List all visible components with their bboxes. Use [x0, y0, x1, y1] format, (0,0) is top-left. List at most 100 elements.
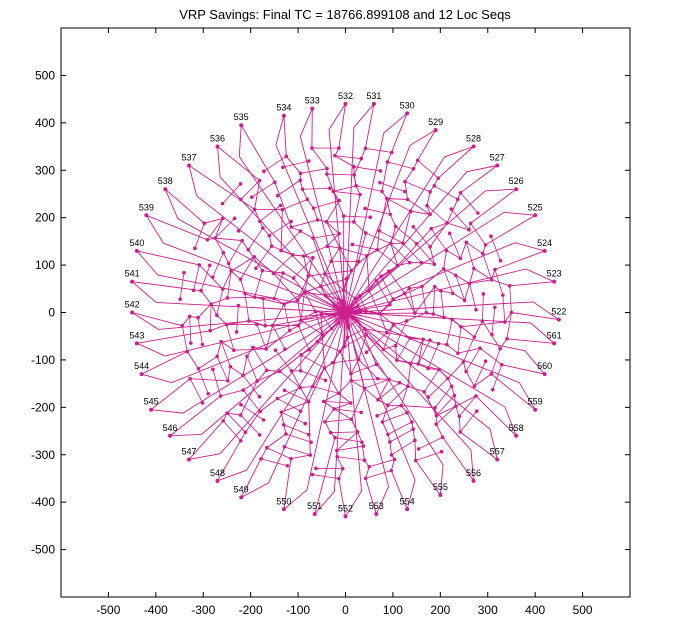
route-line [328, 103, 357, 313]
location-point [490, 332, 494, 337]
location-point [386, 269, 391, 274]
route-segment [263, 156, 287, 172]
location-point [298, 178, 303, 183]
depot-point [342, 309, 349, 316]
route-segment [260, 458, 288, 467]
location-point [245, 354, 249, 359]
location-point [254, 322, 259, 327]
route-segment [430, 228, 447, 251]
location-point [493, 305, 497, 310]
location-point [408, 336, 412, 340]
x-tick-label: 400 [525, 603, 545, 617]
route-segment [366, 332, 388, 353]
location-point [449, 207, 454, 211]
route-line [343, 102, 375, 313]
location-point [388, 302, 392, 307]
location-point [356, 259, 361, 264]
location-point [191, 288, 196, 293]
route-line [345, 312, 517, 437]
location-point [343, 101, 348, 106]
route-segment [377, 382, 400, 401]
route-segment [325, 289, 344, 296]
point-label: 543 [129, 330, 144, 340]
route-segment [333, 190, 361, 195]
route-segment [434, 385, 452, 409]
location-point [305, 197, 310, 202]
route-segment [240, 180, 260, 200]
route-line [345, 312, 475, 483]
route-segment [285, 433, 312, 443]
location-point [472, 384, 477, 388]
location-point [388, 440, 392, 444]
location-point [410, 420, 414, 424]
location-point [421, 337, 426, 342]
location-point [239, 123, 244, 128]
location-point [221, 287, 225, 291]
route-segment [446, 319, 453, 345]
route-segment [410, 339, 424, 364]
route-segment [254, 270, 263, 298]
route-segment [324, 418, 352, 423]
route-segment [344, 334, 367, 347]
point-label: 541 [125, 269, 140, 279]
chart-title: VRP Savings: Final TC = 18766.899108 and… [179, 7, 511, 22]
point-label: 549 [234, 484, 249, 494]
location-point [457, 414, 462, 419]
location-point [436, 176, 440, 181]
route-segment [277, 179, 301, 196]
location-point [467, 228, 471, 232]
location-point [215, 354, 219, 359]
location-point [483, 243, 488, 247]
location-point [411, 225, 416, 229]
route-segment [465, 347, 481, 372]
location-point [468, 221, 473, 226]
location-point [542, 248, 547, 253]
location-point [386, 403, 390, 407]
location-point [283, 347, 287, 352]
location-point [207, 263, 212, 268]
location-point [481, 292, 486, 296]
location-point [271, 271, 276, 276]
location-point [483, 359, 488, 363]
location-point [349, 417, 354, 422]
location-point [270, 323, 275, 328]
point-label: 545 [144, 397, 159, 407]
location-point [472, 266, 476, 271]
point-label: 525 [528, 202, 543, 212]
location-point [426, 366, 430, 371]
location-point [401, 241, 405, 245]
location-point [323, 293, 327, 297]
location-point [375, 376, 380, 381]
route-line [135, 312, 346, 357]
location-point [325, 166, 329, 171]
y-tick-label: -100 [31, 353, 55, 367]
location-point [241, 388, 246, 392]
route-segment [212, 369, 222, 397]
location-point [414, 241, 419, 246]
location-point [405, 507, 410, 512]
route-segment [242, 375, 260, 397]
location-point [500, 362, 504, 367]
location-point [239, 402, 243, 407]
location-point [287, 328, 292, 333]
route-segment [426, 205, 448, 224]
route-segment [255, 245, 273, 269]
location-point [385, 196, 389, 201]
location-point [436, 341, 441, 346]
location-point [390, 150, 394, 155]
point-label: 558 [509, 423, 524, 433]
route-segment [273, 272, 284, 299]
route-segment [312, 474, 339, 480]
x-tick-label: -100 [286, 603, 310, 617]
location-point [215, 313, 219, 318]
route-segment [502, 295, 506, 323]
point-label: 555 [433, 482, 448, 492]
point-label: 540 [129, 238, 144, 248]
location-point [252, 254, 257, 259]
location-point [393, 224, 398, 229]
location-point [432, 284, 437, 289]
data-points [130, 101, 561, 519]
location-point [193, 246, 197, 251]
route-segment [194, 223, 205, 249]
route-line [216, 312, 346, 482]
